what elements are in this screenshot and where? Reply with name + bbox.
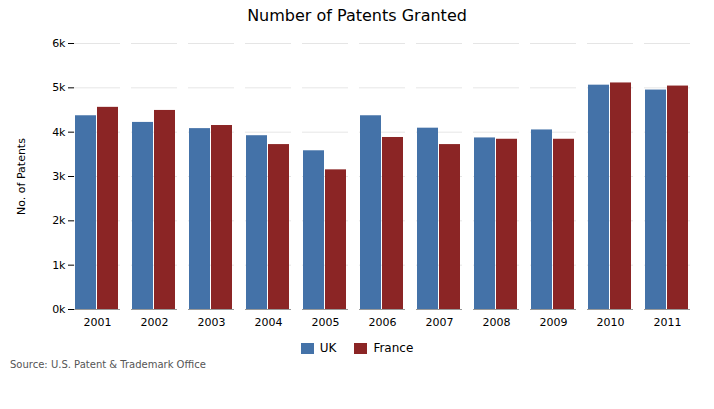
svg-text:1k: 1k xyxy=(52,259,66,272)
svg-text:2002: 2002 xyxy=(141,316,169,329)
svg-text:2003: 2003 xyxy=(198,316,226,329)
svg-text:2009: 2009 xyxy=(540,316,568,329)
svg-text:6k: 6k xyxy=(52,37,66,50)
svg-text:5k: 5k xyxy=(52,81,66,94)
svg-text:2011: 2011 xyxy=(654,316,682,329)
svg-text:2010: 2010 xyxy=(597,316,625,329)
svg-text:2007: 2007 xyxy=(426,316,454,329)
html-text:Number of Patents Granted: Number of Patents Granted xyxy=(247,6,467,25)
svg-text:2005: 2005 xyxy=(312,316,340,329)
svg-text:4k: 4k xyxy=(52,126,66,139)
svg-text:2004: 2004 xyxy=(255,316,283,329)
svg-text:2006: 2006 xyxy=(369,316,397,329)
svg-text:3k: 3k xyxy=(52,170,66,183)
html-text:Source: U.S. Patent & Trademar: Source: U.S. Patent & Trademark Office xyxy=(10,359,206,370)
svg-text:No. of Patents: No. of Patents xyxy=(15,138,28,215)
svg-text:0k: 0k xyxy=(52,303,66,316)
html-text:France: France xyxy=(373,341,414,355)
svg-text:2001: 2001 xyxy=(84,316,112,329)
svg-text:2008: 2008 xyxy=(483,316,511,329)
svg-text:2k: 2k xyxy=(52,214,66,227)
html-text:UK: UK xyxy=(319,341,337,355)
